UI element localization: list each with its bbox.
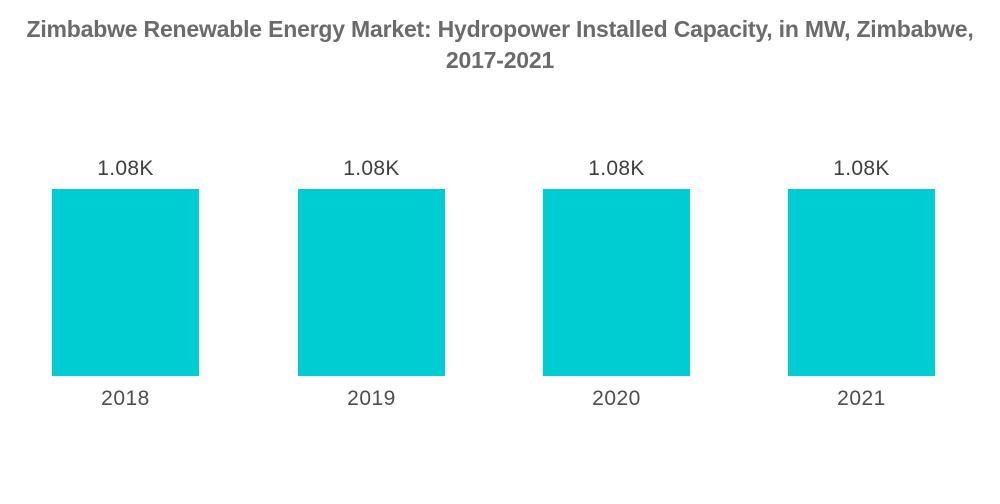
x-axis-label: 2021 bbox=[837, 387, 886, 410]
bar-group-2018: 1.08K 2018 bbox=[52, 155, 199, 413]
bar bbox=[52, 189, 199, 376]
bar-group-2021: 1.08K 2021 bbox=[788, 155, 935, 413]
bar-group-2019: 1.08K 2019 bbox=[298, 155, 445, 413]
bar-value-label: 1.08K bbox=[833, 157, 890, 180]
bar bbox=[298, 189, 445, 376]
bar-value-label: 1.08K bbox=[97, 157, 154, 180]
x-axis-label: 2018 bbox=[101, 387, 150, 410]
bar-value-label: 1.08K bbox=[343, 157, 400, 180]
x-axis-label: 2020 bbox=[592, 387, 641, 410]
bar bbox=[788, 189, 935, 376]
x-axis-label: 2019 bbox=[347, 387, 396, 410]
bar-value-label: 1.08K bbox=[588, 157, 645, 180]
chart-title: Zimbabwe Renewable Energy Market: Hydrop… bbox=[0, 14, 1000, 76]
chart-title-line-2: 2017-2021 bbox=[445, 47, 555, 73]
bar bbox=[543, 189, 690, 376]
chart-title-line-1: Zimbabwe Renewable Energy Market: Hydrop… bbox=[26, 16, 974, 42]
bar-group-2020: 1.08K 2020 bbox=[543, 155, 690, 413]
